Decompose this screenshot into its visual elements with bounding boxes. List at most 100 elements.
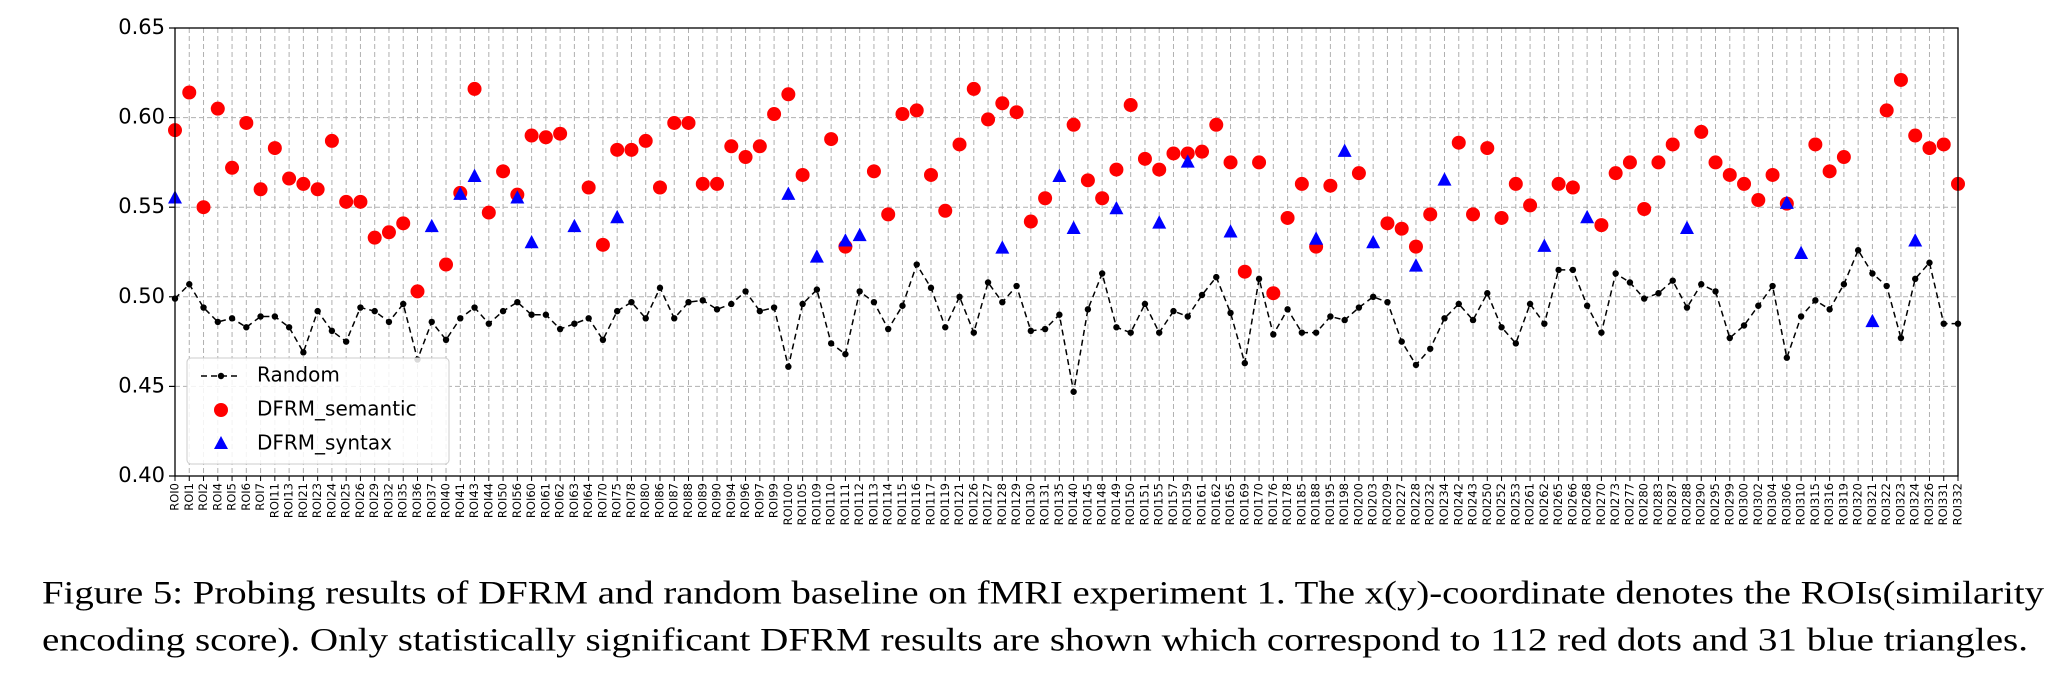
- point: [1041, 325, 1049, 333]
- point: [1184, 313, 1191, 320]
- triangle: [1679, 220, 1694, 234]
- point: [942, 324, 949, 331]
- point: [785, 363, 792, 370]
- point: [913, 261, 920, 268]
- dot: [196, 200, 211, 215]
- dot: [1195, 144, 1210, 159]
- legend-point: [217, 372, 225, 380]
- point: [1612, 270, 1619, 277]
- dot: [1508, 176, 1523, 191]
- point: [1241, 359, 1249, 367]
- dot: [367, 230, 382, 245]
- dot: [724, 139, 739, 154]
- x-tick-label: ROI35: [396, 483, 410, 518]
- x-tick-label: ROI21: [296, 483, 310, 518]
- x-tick-label: ROI127: [981, 483, 995, 525]
- dot: [738, 150, 753, 165]
- dot: [1095, 191, 1110, 206]
- y-tick-label: 0.40: [118, 463, 165, 487]
- x-tick-label: ROI262: [1537, 483, 1551, 525]
- point: [243, 324, 250, 331]
- dot: [1280, 210, 1295, 225]
- point: [1869, 270, 1876, 277]
- dot: [938, 203, 953, 218]
- point: [1056, 311, 1063, 318]
- point: [1369, 293, 1377, 300]
- x-tick-label: ROI253: [1508, 483, 1522, 525]
- point: [542, 311, 550, 318]
- dot: [1109, 162, 1124, 177]
- point: [186, 281, 193, 288]
- x-tick-label: ROI117: [923, 483, 937, 525]
- x-tick-label: ROI288: [1679, 483, 1693, 525]
- dot: [1751, 193, 1766, 208]
- x-tick-label: ROI111: [838, 483, 852, 525]
- triangle: [424, 218, 439, 233]
- dot: [1123, 98, 1138, 113]
- y-tick-label: 0.65: [118, 15, 165, 39]
- point: [1583, 302, 1591, 309]
- x-tick-label: ROI129: [1009, 483, 1023, 525]
- point: [1027, 327, 1035, 335]
- x-tick-label: ROI113: [866, 483, 880, 525]
- x-tick-label: ROI283: [1651, 483, 1665, 525]
- point: [1769, 282, 1776, 290]
- x-tick-label: ROI110: [824, 483, 838, 525]
- point: [1669, 277, 1676, 284]
- x-tick-label: ROI75: [610, 483, 624, 518]
- triangle: [524, 234, 539, 249]
- point: [1683, 304, 1691, 311]
- x-tick-label: ROI243: [1466, 483, 1480, 525]
- point: [1141, 300, 1149, 308]
- point: [1384, 298, 1391, 306]
- x-tick-label: ROI209: [1380, 483, 1394, 525]
- x-tick-label: ROI90: [710, 483, 724, 518]
- point: [870, 298, 878, 306]
- x-tick-label: ROI159: [1180, 483, 1194, 525]
- triangle: [1066, 220, 1081, 234]
- point: [1940, 320, 1947, 327]
- dot: [1023, 214, 1038, 229]
- dot: [1166, 146, 1181, 161]
- dot: [681, 115, 696, 130]
- x-tick-label: ROI0: [168, 483, 182, 511]
- x-tick-label: ROI100: [781, 483, 795, 525]
- point: [813, 286, 821, 293]
- grid: [174, 27, 1959, 477]
- point: [613, 307, 621, 315]
- point: [999, 298, 1006, 306]
- dot: [1009, 105, 1024, 120]
- dot: [296, 176, 311, 191]
- point: [357, 304, 364, 311]
- dot: [909, 103, 924, 118]
- triangle: [1366, 234, 1381, 249]
- triangle: [567, 218, 582, 233]
- x-tick-label: ROI178: [1280, 483, 1294, 525]
- legend-triangle: [214, 436, 228, 449]
- x-tick-label: ROI151: [1137, 483, 1151, 525]
- dot: [1137, 151, 1152, 166]
- dot: [1922, 141, 1937, 156]
- dot: [1209, 117, 1224, 132]
- triangle: [1779, 195, 1794, 209]
- dot: [481, 205, 496, 220]
- point: [556, 325, 564, 333]
- point: [728, 300, 735, 308]
- point: [1812, 297, 1819, 304]
- dot: [595, 237, 610, 252]
- point: [214, 318, 221, 326]
- point: [1840, 281, 1848, 288]
- dot: [1394, 221, 1409, 236]
- dot: [1708, 155, 1723, 170]
- point: [1156, 329, 1163, 336]
- dot: [339, 194, 354, 209]
- triangle: [1223, 224, 1238, 238]
- x-tick-label: ROI304: [1765, 483, 1779, 525]
- x-tick-label: ROI62: [553, 483, 567, 518]
- triangle: [1580, 209, 1595, 224]
- x-tick-label: ROI266: [1565, 483, 1579, 525]
- x-tick-label: ROI43: [467, 483, 481, 518]
- triangle: [1309, 231, 1324, 245]
- x-tick-label: ROI277: [1622, 483, 1636, 525]
